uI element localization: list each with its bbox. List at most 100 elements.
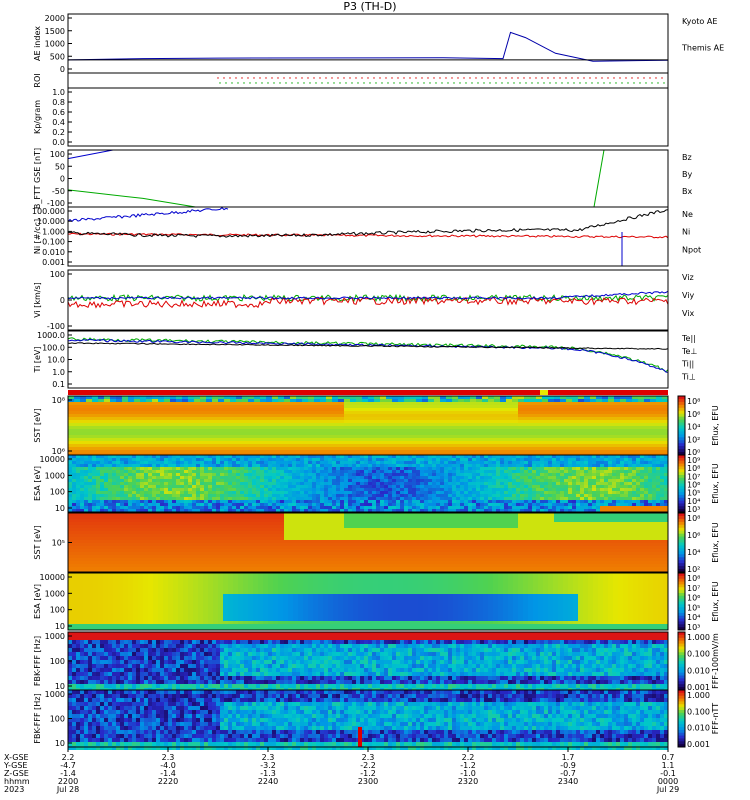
panel-sst1-cell xyxy=(542,435,548,438)
panel-esa1-cell xyxy=(540,491,544,494)
panel-esa1-cell xyxy=(200,506,204,509)
panel-esa1-cell xyxy=(180,458,184,461)
panel-sst1-cell xyxy=(428,423,434,426)
panel-esa1-cell xyxy=(348,458,352,461)
panel-esa1-cell xyxy=(580,485,584,488)
panel-sst1-cell xyxy=(566,399,572,402)
roi-dot xyxy=(481,77,483,79)
panel-esa1-cell xyxy=(392,509,396,512)
roi-dot xyxy=(427,77,429,79)
panel-esa1-cell xyxy=(428,497,432,500)
panel-esa1-cell xyxy=(184,497,188,500)
panel-sst1-cell xyxy=(548,444,554,447)
panel-esa1-cell xyxy=(220,506,224,509)
panel-sst1-cell xyxy=(116,441,122,444)
panel-esa1-cell xyxy=(140,470,144,473)
panel-esa1-cell xyxy=(576,485,580,488)
panel-esa1-cell xyxy=(608,470,612,473)
panel-esa1-cell xyxy=(548,494,552,497)
panel-esa1-cell xyxy=(512,503,516,506)
panel-esa1-cell xyxy=(384,461,388,464)
panel-sst1-cell xyxy=(596,441,602,444)
panel-esa1-cell xyxy=(352,461,356,464)
panel-sst1-cell xyxy=(590,417,596,420)
panel-esa1-cell xyxy=(132,509,136,512)
panel-esa1-cell xyxy=(624,470,628,473)
panel-sst1-cell xyxy=(542,402,548,405)
panel-esa1-cell xyxy=(228,509,232,512)
panel-esa1-cell xyxy=(212,482,216,485)
panel-sst1-cell xyxy=(92,447,98,450)
panel-esa1-cell xyxy=(520,485,524,488)
panel-sst1-cell xyxy=(128,450,134,453)
panel-esa1-cell xyxy=(464,485,468,488)
panel-esa1-cell xyxy=(316,464,320,467)
panel-esa1-cell xyxy=(176,467,180,470)
panel-esa1-cell xyxy=(220,473,224,476)
panel-esa1-cell xyxy=(336,503,340,506)
panel-esa1-cell xyxy=(408,464,412,467)
panel-esa1-cell xyxy=(192,467,196,470)
panel-esa1-cell xyxy=(456,458,460,461)
panel-esa1-cell xyxy=(596,509,600,512)
panel-kp-frame xyxy=(67,87,669,147)
panel-esa1-cell xyxy=(520,473,524,476)
panel-esa1-cell xyxy=(168,509,172,512)
panel-sst1-cell xyxy=(314,426,320,429)
panel-esa1-cell xyxy=(316,506,320,509)
panel-sst1-cell xyxy=(350,447,356,450)
panel-sst1-cell xyxy=(638,435,644,438)
panel-esa1-cell xyxy=(208,467,212,470)
panel-esa1-cell xyxy=(400,509,404,512)
panel-esa1-cell xyxy=(340,461,344,464)
panel-sst1-cell xyxy=(350,414,356,417)
panel-sst1-cell xyxy=(134,411,140,414)
panel-esa1-cell xyxy=(168,473,172,476)
panel-esa1-cell xyxy=(600,500,604,503)
panel-sst1-cell xyxy=(392,399,398,402)
panel-sst1-cell xyxy=(242,444,248,447)
panel-sst1-cell xyxy=(236,423,242,426)
panel-esa1-cell xyxy=(500,470,504,473)
panel-esa1-cell xyxy=(432,488,436,491)
roi-dot xyxy=(327,82,329,84)
panel-esa1-cell xyxy=(596,464,600,467)
panel-esa1-cell xyxy=(592,458,596,461)
panel-sst1-cell xyxy=(236,396,242,399)
panel-esa1-cell xyxy=(532,467,536,470)
panel-esa1-cell xyxy=(80,467,84,470)
panel-sst1-cell xyxy=(272,432,278,435)
panel-esa1-cell xyxy=(348,497,352,500)
panel-esa1-cell xyxy=(516,500,520,503)
panel-esa1-cell xyxy=(84,506,88,509)
panel-sst1-cell xyxy=(584,450,590,453)
panel-sst1-cell xyxy=(302,399,308,402)
panel-esa1-cell xyxy=(556,503,560,506)
panel-esa1-cell xyxy=(132,464,136,467)
panel-esa1-cell xyxy=(264,476,268,479)
panel-esa1-cell xyxy=(300,473,304,476)
panel-esa1-cell xyxy=(152,485,156,488)
panel-sst1-cell xyxy=(206,402,212,405)
panel-esa1-cell xyxy=(188,464,192,467)
panel-esa1-cell xyxy=(172,494,176,497)
panel-esa1-cell xyxy=(504,467,508,470)
panel-esa1-cell xyxy=(396,455,400,458)
panel-esa1-cell xyxy=(564,479,568,482)
panel-sst1-cell xyxy=(308,399,314,402)
panel-esa1-cell xyxy=(624,479,628,482)
panel-sst1-cell xyxy=(284,408,290,411)
panel-esa1-cell xyxy=(360,470,364,473)
panel-sst1-cell xyxy=(662,444,668,447)
panel-esa1-cell xyxy=(128,461,132,464)
panel-esa1-cell xyxy=(336,485,340,488)
panel-esa1-cell xyxy=(404,494,408,497)
panel-sst1-cell xyxy=(74,438,80,441)
roi-dot xyxy=(339,82,341,84)
panel-esa1-cell xyxy=(208,509,212,512)
panel-esa1-cell xyxy=(480,455,484,458)
panel-sst1-cell xyxy=(464,435,470,438)
panel-esa1-cell xyxy=(320,506,324,509)
panel-esa1-cell xyxy=(304,488,308,491)
panel-esa1-cell xyxy=(540,494,544,497)
